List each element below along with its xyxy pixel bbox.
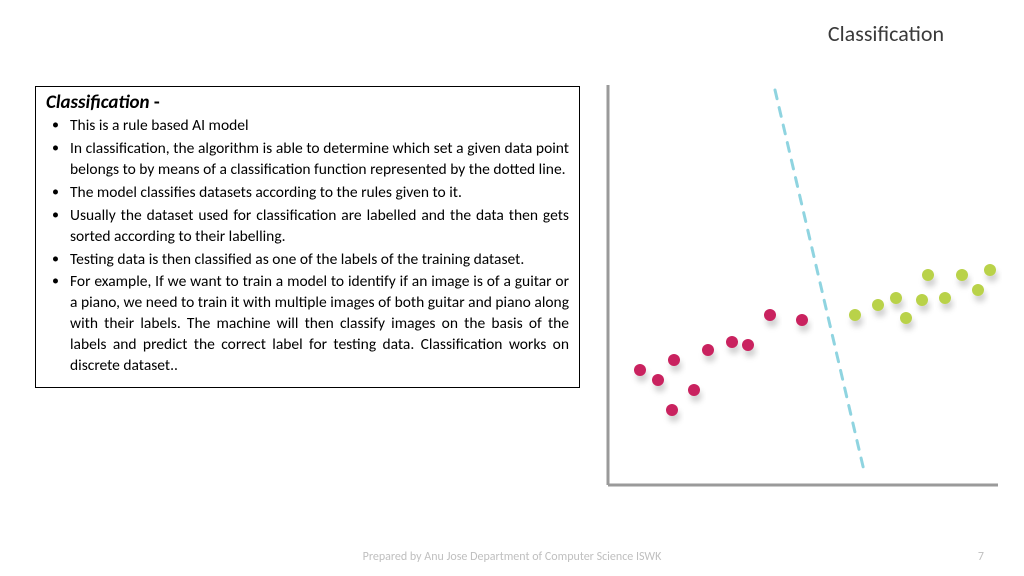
point-class-a: [652, 374, 664, 386]
scatter-chart: [600, 80, 1000, 500]
point-class-b: [900, 312, 912, 324]
bullet-item: In classification, the algorithm is able…: [50, 139, 569, 181]
text-box: Classification - This is a rule based AI…: [35, 86, 580, 388]
point-class-a: [764, 309, 776, 321]
point-class-b: [984, 264, 996, 276]
chart-title: Classification: [828, 20, 944, 47]
heading: Classification -: [46, 91, 569, 114]
point-class-a: [796, 314, 808, 326]
heading-dash: -: [150, 91, 160, 114]
point-class-b: [916, 294, 928, 306]
heading-text: Classification: [46, 91, 150, 114]
decision-line: [775, 90, 865, 475]
point-class-b: [922, 269, 934, 281]
point-class-b: [939, 292, 951, 304]
point-class-a: [666, 404, 678, 416]
footer-text: Prepared by Anu Jose Department of Compu…: [0, 550, 1024, 564]
bullet-item: The model classifies datasets according …: [50, 183, 569, 204]
bullet-list: This is a rule based AI modelIn classifi…: [46, 116, 569, 377]
point-class-b: [890, 292, 902, 304]
bullet-item: For example, If we want to train a model…: [50, 272, 569, 377]
slide: Classification Classification - This is …: [0, 0, 1024, 576]
point-class-b: [872, 299, 884, 311]
point-class-a: [668, 354, 680, 366]
bullet-item: Usually the dataset used for classificat…: [50, 206, 569, 248]
point-class-a: [634, 364, 646, 376]
point-class-a: [702, 344, 714, 356]
point-class-b: [956, 269, 968, 281]
bullet-item: Testing data is then classified as one o…: [50, 250, 569, 271]
point-class-a: [688, 384, 700, 396]
bullet-item: This is a rule based AI model: [50, 116, 569, 137]
page-number: 7: [978, 550, 984, 564]
point-class-a: [742, 339, 754, 351]
point-class-b: [849, 309, 861, 321]
point-class-b: [972, 284, 984, 296]
point-class-a: [726, 336, 738, 348]
